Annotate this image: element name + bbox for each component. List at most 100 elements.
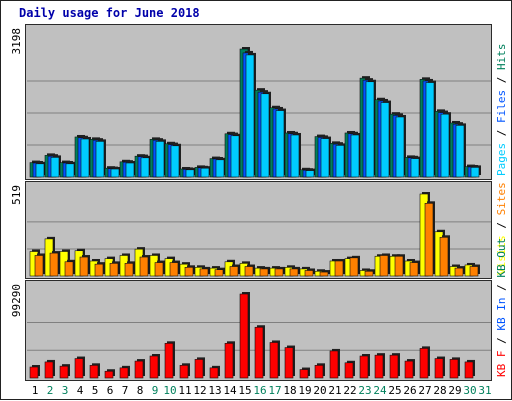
kbytes-bar-kb-f-20 [314,363,325,379]
hits-bar-pages-13 [215,157,226,178]
visits-bar-sites-26 [409,260,420,277]
x-tick-label-2: 2 [47,384,54,397]
hits-bar-pages-2 [50,155,61,178]
x-tick-label-18: 18 [283,384,296,397]
hits-bar-pages-5 [95,139,106,178]
kbytes-legend-item-3: / [495,278,508,298]
visits-bar-sites-15 [244,264,255,277]
visits-bar-sites-8 [139,255,150,277]
kbytes-bar-kb-f-19 [299,367,310,379]
x-tick-label-31: 31 [478,384,491,397]
visits-bar-sites-13 [214,267,225,277]
x-tick-label-3: 3 [62,384,69,397]
visits-bar-sites-12 [199,266,210,277]
hits-bar-pages-20 [320,136,331,178]
kbytes-bar-kb-f-1 [29,365,40,379]
hits-bar-pages-21 [335,143,346,178]
visits-legend-item-2: Sites [495,182,508,215]
kbytes-bar-kb-f-27 [419,346,430,379]
hits-legend-item-2: Files [495,90,508,123]
hits-bar-pages-7 [125,160,136,178]
kbytes-bar-kb-f-10 [164,341,175,379]
hits-bar-pages-10 [170,143,181,178]
visits-bar-sites-23 [364,269,375,277]
visits-bar-sites-17 [274,266,285,277]
visits-bar-sites-19 [304,268,315,277]
kbytes-bar-kb-f-18 [284,345,295,379]
hits-legend: Pages / Files / Hits [495,44,508,177]
kbytes-bar-kb-f-15 [239,292,250,379]
hits-bar-pages-16 [260,91,271,178]
kbytes-legend-item-2: KB In [495,298,508,331]
x-tick-label-14: 14 [223,384,237,397]
x-tick-label-30: 30 [463,384,476,397]
x-tick-label-23: 23 [358,384,371,397]
hits-bar-pages-9 [155,139,166,178]
visits-bar-sites-25 [394,254,405,277]
x-tick-label-9: 9 [152,384,159,397]
visits-bar-sites-22 [349,255,360,277]
hits-bar-pages-26 [410,156,421,178]
visits-bar-sites-4 [79,255,90,277]
x-tick-label-28: 28 [433,384,446,397]
kbytes-ymax-label: 99290 [10,284,23,317]
visits-legend-item-1: / [495,215,508,235]
visits-bar-sites-21 [334,258,345,277]
x-tick-label-29: 29 [448,384,461,397]
kbytes-bar-kb-f-16 [254,325,265,379]
visits-bar-sites-5 [94,262,105,277]
visits-panel [25,181,492,279]
x-tick-label-19: 19 [298,384,311,397]
hits-panel [25,24,492,180]
visits-ymax-label: 519 [10,185,23,205]
hits-bar-pages-24 [380,100,391,178]
x-tick-label-21: 21 [328,384,341,397]
hits-bar-pages-19 [305,168,316,178]
kbytes-bar-kb-f-7 [119,365,130,379]
hits-bar-pages-17 [275,108,286,178]
kbytes-bar-kb-f-17 [269,340,280,379]
kbytes-bar-kb-f-6 [104,369,115,379]
kbytes-bar-kb-f-29 [449,357,460,379]
visits-legend-item-0: Visits [495,235,508,275]
visits-bar-sites-9 [154,260,165,277]
x-tick-label-13: 13 [208,384,221,397]
hits-bar-pages-22 [350,132,361,178]
x-tick-label-22: 22 [343,384,356,397]
visits-bar-sites-3 [64,259,75,277]
hits-legend-item-4: Hits [495,44,508,71]
hits-bar-pages-18 [290,132,301,178]
visits-bar-sites-6 [109,261,120,277]
kbytes-bar-kb-f-28 [434,356,445,379]
kbytes-bar-kb-f-12 [194,357,205,379]
hits-bar-pages-27 [425,80,436,178]
hits-bar-pages-1 [35,161,46,178]
x-tick-label-20: 20 [313,384,326,397]
kbytes-bar-kb-f-21 [329,348,340,379]
visits-bar-sites-14 [229,264,240,277]
x-tick-label-15: 15 [238,384,251,397]
x-tick-label-6: 6 [107,384,114,397]
kbytes-bar-kb-f-23 [359,354,370,379]
hits-bar-pages-3 [65,161,76,178]
visits-bar-sites-30 [469,264,480,277]
hits-bar-pages-23 [365,79,376,178]
hits-bar-pages-11 [185,167,196,178]
hits-ymax-label: 3198 [10,28,23,55]
x-tick-label-8: 8 [137,384,144,397]
visits-bar-sites-20 [319,270,330,277]
hits-bar-pages-28 [440,112,451,178]
kbytes-bar-kb-f-4 [74,356,85,379]
x-tick-label-11: 11 [178,384,191,397]
x-tick-label-26: 26 [403,384,416,397]
kbytes-bar-kb-f-22 [344,360,355,379]
x-tick-label-12: 12 [193,384,206,397]
x-tick-label-16: 16 [253,384,266,397]
hits-bar-pages-30 [470,165,481,178]
visits-bar-sites-27 [424,201,435,277]
visits-bar-sites-24 [379,253,390,277]
x-tick-label-24: 24 [373,384,387,397]
hits-legend-item-1: / [495,123,508,143]
visits-bar-sites-16 [259,266,270,277]
